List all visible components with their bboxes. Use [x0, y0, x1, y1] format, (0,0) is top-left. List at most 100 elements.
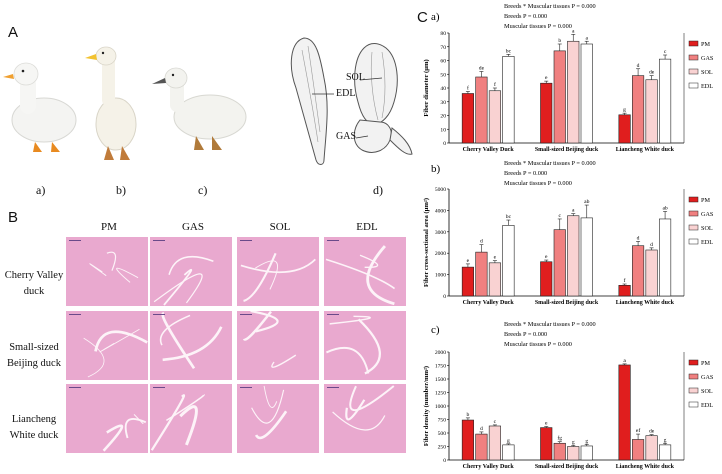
bar-charts-panel-c: a) Breeds * Muscular tissues P = 0.000 Bre…: [423, 3, 714, 470]
bar-sol: [645, 435, 658, 461]
y-tick-label: 1250: [435, 391, 446, 397]
significance-letter: g: [623, 107, 626, 113]
anova-stat-line: Breeds * Muscular tissues P = 0.000: [504, 321, 596, 328]
bar-gas: [632, 439, 645, 461]
significance-letter: a: [572, 28, 575, 34]
bar-pm: [461, 93, 474, 144]
y-tick-label: 30: [440, 100, 446, 106]
significance-letter: c: [664, 49, 667, 55]
anova-stat-line: Breeds P = 0.000: [504, 170, 547, 177]
bar-pm: [618, 114, 631, 144]
bar-gas: [632, 75, 645, 144]
significance-letter: b: [467, 412, 470, 418]
x-category-label: Liancheng White duck: [616, 147, 675, 153]
significance-letter: a: [586, 35, 589, 41]
row-head-line2: duck: [23, 286, 45, 297]
bar-pm: [618, 364, 631, 461]
significance-letter: d: [480, 426, 483, 432]
x-category-label: Small-sized Beijing duck: [535, 464, 599, 470]
legend-swatch-edl: [688, 238, 699, 245]
y-tick-label: 500: [438, 431, 447, 437]
legend-label: GAS: [701, 211, 714, 218]
y-tick-label: 80: [440, 31, 446, 37]
x-category-label: Cherry Valley Duck: [463, 300, 515, 306]
histology-cherry-valley-pm: [66, 237, 148, 306]
row-head-line1: Liancheng: [11, 414, 57, 425]
y-tick-label: 60: [440, 59, 446, 65]
col-head-edl: EDL: [356, 221, 378, 233]
row-head-liancheng: Liancheng White duck: [0, 412, 68, 444]
x-category-label: Small-sized Beijing duck: [535, 300, 599, 306]
y-tick-label: 0: [443, 141, 446, 147]
histology-small-beijing-gas: [150, 311, 232, 380]
panel-c-letter: C: [417, 9, 428, 26]
y-axis-label: Fiber density (number/mm²): [423, 366, 430, 446]
anova-stat-line: Breeds * Muscular tissues P = 0.000: [504, 160, 596, 167]
histology-cherry-valley-sol: [237, 237, 319, 306]
significance-letter: g: [664, 437, 667, 443]
bar-sol: [645, 249, 658, 297]
significance-letter: e: [545, 254, 548, 260]
legend-label: PM: [701, 197, 710, 204]
significance-letter: b: [558, 38, 561, 44]
legend-label: EDL: [701, 239, 713, 246]
histology-cherry-valley-edl: [324, 237, 406, 306]
y-tick-label: 750: [438, 418, 447, 424]
significance-letter: e: [545, 75, 548, 81]
bar-gas: [553, 50, 566, 144]
histology-small-beijing-pm: [66, 311, 148, 380]
anova-stat-line: Breeds P = 0.000: [504, 13, 547, 20]
legend-swatch-gas: [688, 54, 699, 61]
bar-edl: [580, 217, 593, 297]
legend-label: SOL: [701, 388, 713, 395]
row-head-line2: Beijing duck: [7, 358, 61, 369]
bar-edl: [659, 58, 672, 144]
significance-letter: c: [494, 419, 497, 425]
sol-label: SOL: [346, 72, 365, 83]
gas-label: GAS: [336, 131, 357, 142]
chart-sub-label: c): [431, 324, 440, 336]
duck-illustration-c: [152, 67, 247, 150]
significance-letter: bc: [506, 48, 512, 54]
histology-cherry-valley-gas: [150, 237, 232, 306]
duck-a-label: a): [36, 183, 46, 197]
legend-label: GAS: [701, 55, 714, 62]
x-category-label: Cherry Valley Duck: [463, 147, 515, 153]
bar-edl: [502, 56, 515, 144]
chart-sub-label: a): [431, 11, 440, 23]
anova-stat-line: Muscular tissues P = 0.000: [504, 180, 572, 187]
x-category-label: Liancheng White duck: [616, 300, 675, 306]
chart-1: a) Breeds * Muscular tissues P = 0.000 Bre…: [423, 3, 714, 153]
panel-b-letter: B: [8, 209, 19, 226]
row-head-small-beijing: Small-sized Beijing duck: [0, 340, 68, 372]
anova-stat-line: Breeds P = 0.000: [504, 331, 547, 338]
bar-gas: [553, 229, 566, 297]
significance-letter: d: [480, 239, 483, 245]
histology-liancheng-sol: [237, 384, 319, 453]
y-tick-label: 10: [440, 127, 446, 133]
bar-edl: [580, 43, 593, 144]
bar-sol: [488, 262, 501, 297]
significance-letter: bc: [506, 214, 512, 220]
row-head-line1: Small-sized: [9, 342, 59, 353]
histology-liancheng-gas: [150, 384, 232, 453]
duck-illustration-b: [85, 46, 137, 160]
legend-label: GAS: [701, 374, 714, 381]
bar-pm: [540, 82, 553, 144]
bar-pm: [461, 266, 474, 297]
legend-swatch-pm: [688, 359, 699, 366]
legend-label: EDL: [701, 402, 713, 409]
significance-letter: de: [649, 70, 655, 76]
y-tick-label: 50: [440, 72, 446, 78]
histology-small-beijing-sol: [237, 311, 319, 380]
significance-letter: e: [467, 258, 470, 264]
significance-letter: f: [494, 81, 496, 88]
histology-liancheng-edl: [324, 384, 406, 453]
anova-stat-line: Muscular tissues P = 0.000: [504, 341, 572, 348]
significance-letter: g: [585, 438, 588, 444]
chart-2: b) Breeds * Muscular tissues P = 0.000 Bre…: [423, 160, 714, 306]
bar-sol: [567, 215, 580, 297]
y-tick-label: 5000: [435, 187, 446, 193]
bar-sol: [488, 90, 501, 144]
significance-letter: a: [623, 358, 626, 364]
